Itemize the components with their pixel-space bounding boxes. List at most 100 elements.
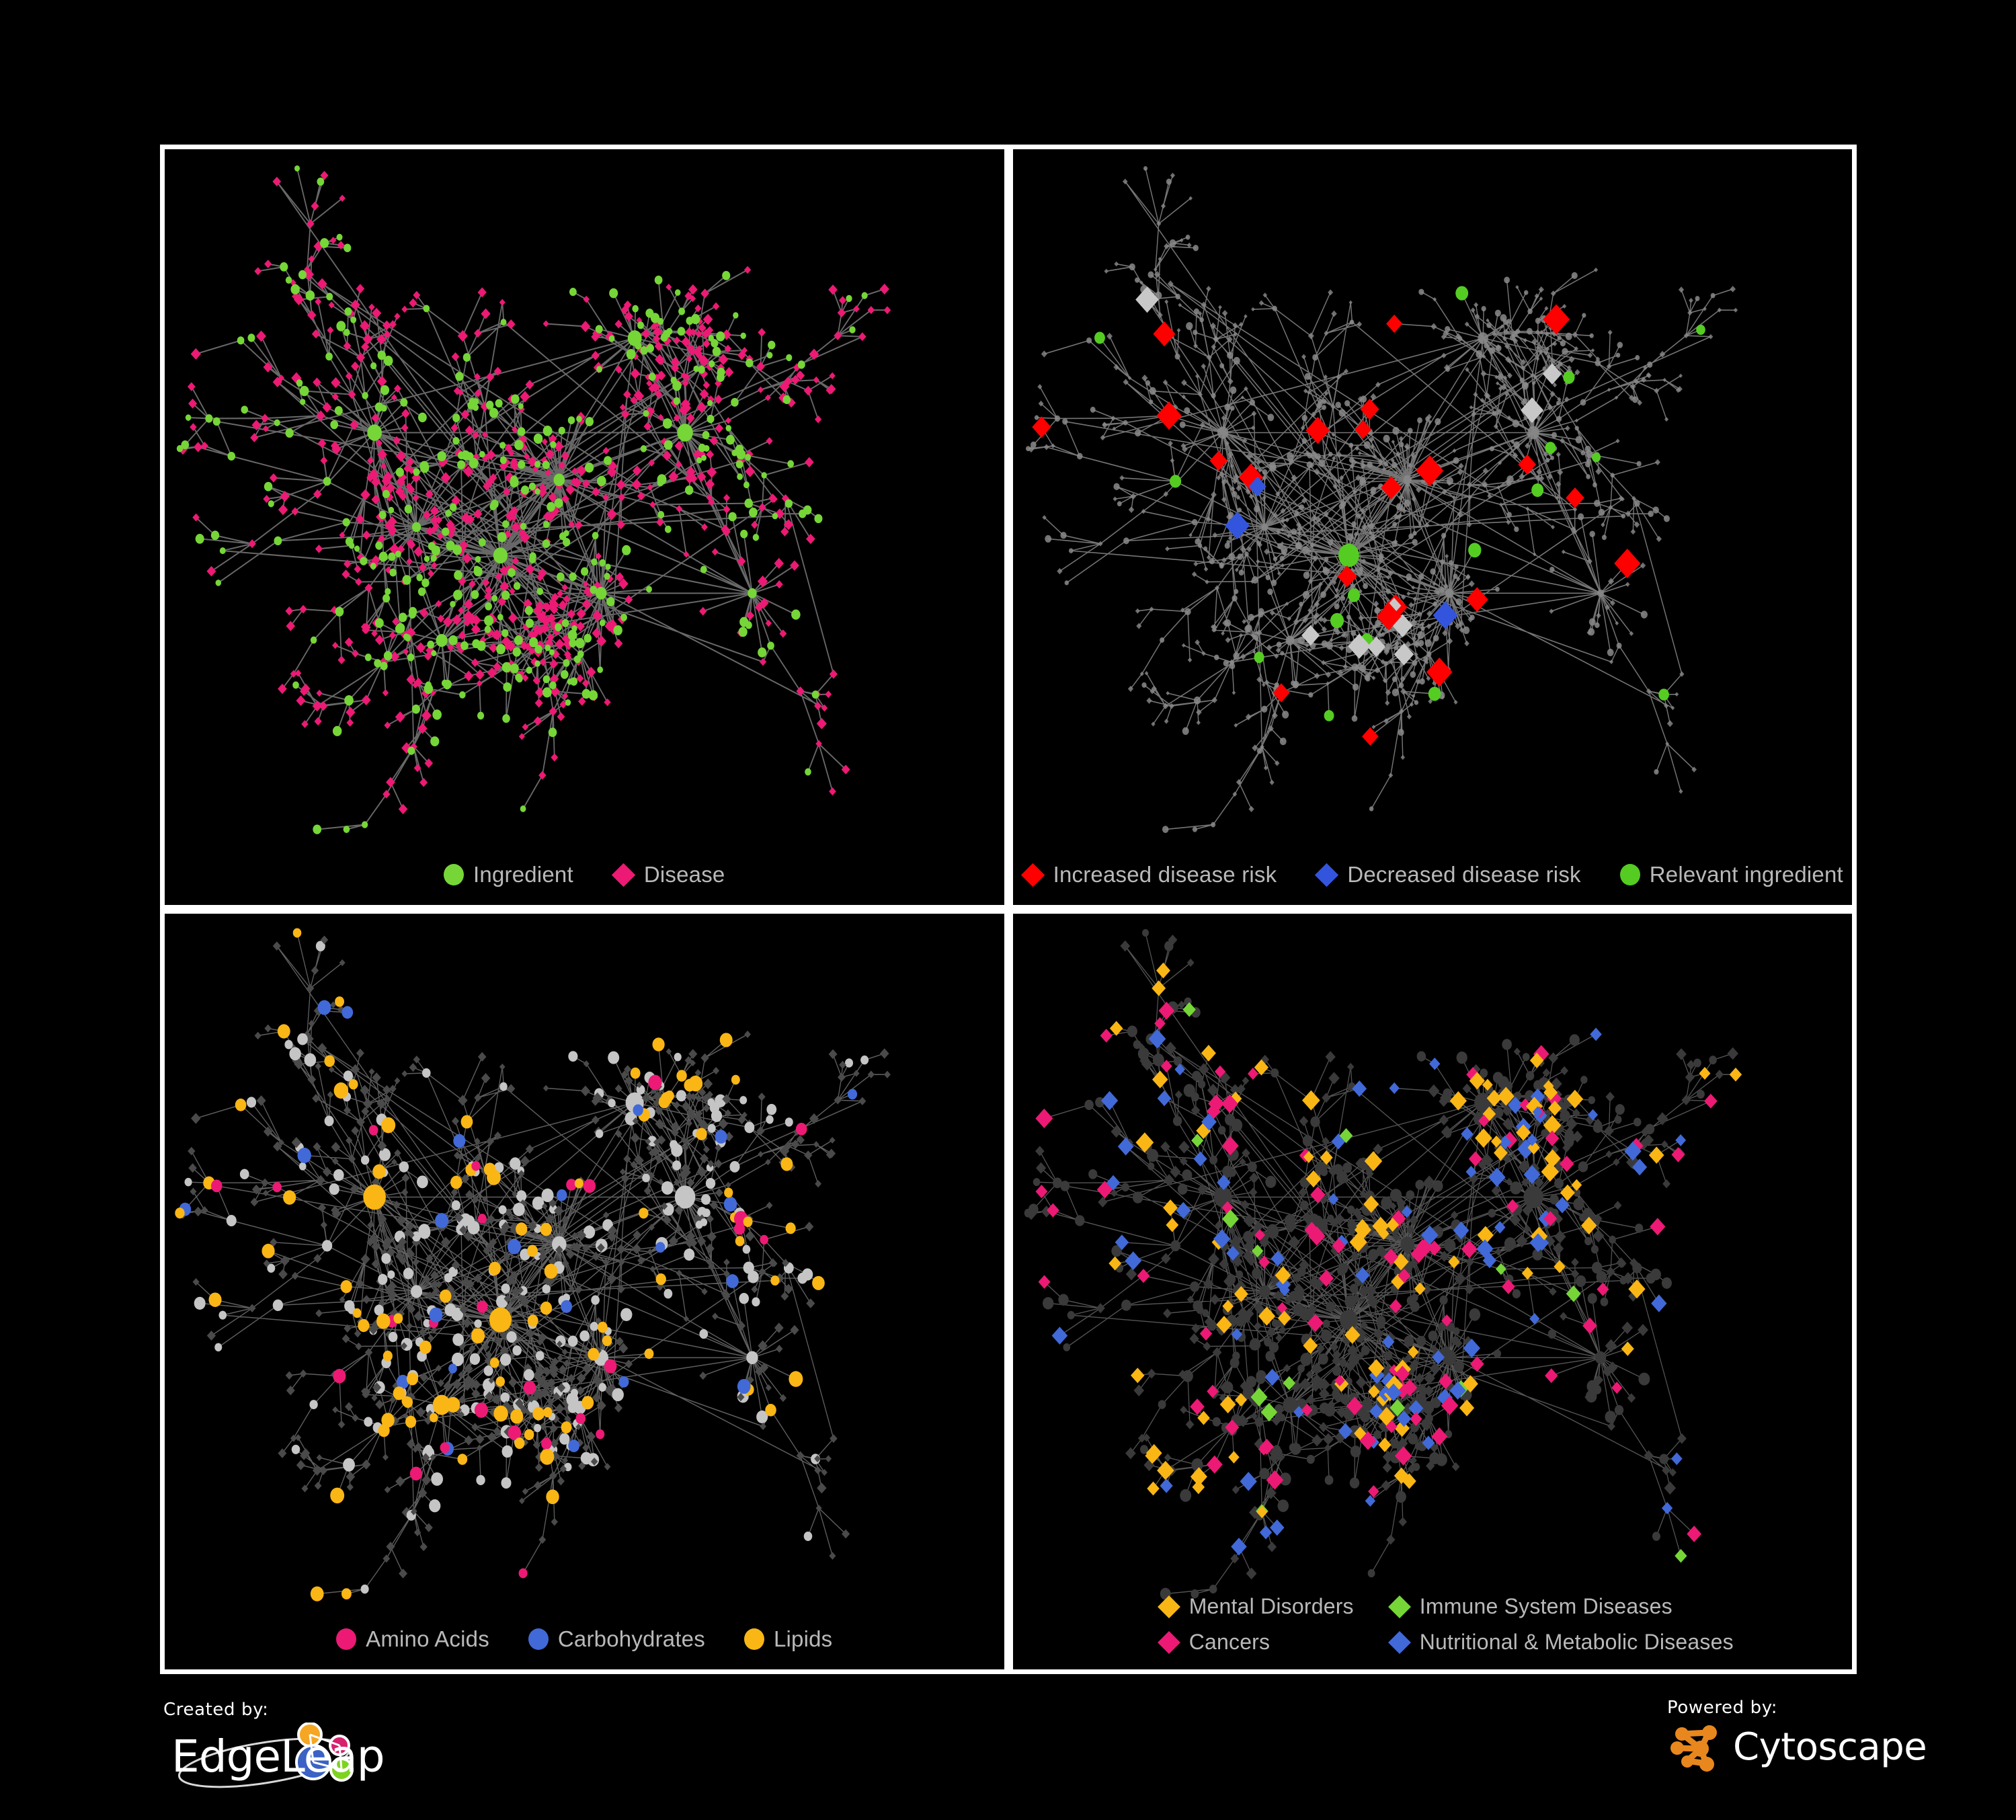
network-node: [509, 588, 516, 595]
network-node: [1248, 493, 1254, 500]
network-node: [742, 1244, 751, 1254]
network-node: [588, 690, 598, 701]
network-node: [1360, 516, 1364, 520]
network-node: [272, 176, 282, 187]
network-node: [624, 1076, 633, 1086]
network-node: [246, 1097, 257, 1108]
network-node: [706, 1258, 713, 1266]
network-node: [391, 394, 397, 401]
network-node: [583, 1060, 590, 1068]
network-node: [465, 425, 474, 436]
network-node: [1324, 1443, 1331, 1452]
network-node: [451, 352, 460, 362]
network-node: [1545, 346, 1549, 352]
network-node: [1179, 1405, 1187, 1414]
network-node: [1176, 327, 1180, 333]
network-node: [1367, 461, 1373, 468]
network-node: [1280, 526, 1285, 532]
network-node: [504, 444, 513, 453]
network-node: [1663, 515, 1670, 522]
network-node: [563, 659, 570, 667]
network-node: [766, 1115, 774, 1124]
network-node: [339, 531, 346, 539]
network-node: [657, 511, 665, 519]
network-node: [1269, 609, 1275, 616]
network-node: [1506, 1199, 1519, 1214]
network-node: [1094, 331, 1105, 344]
network-node: [756, 1410, 768, 1424]
network-node: [450, 1175, 462, 1189]
network-node: [355, 1342, 362, 1351]
powered-by-label: Powered by:: [1667, 1698, 1778, 1718]
network-node: [405, 1415, 417, 1428]
network-node: [804, 1150, 813, 1160]
network-node: [450, 600, 456, 608]
network-node: [1355, 1267, 1370, 1283]
network-node: [702, 1208, 711, 1218]
network-node: [1219, 1381, 1231, 1394]
network-node: [489, 473, 497, 483]
network-node: [1397, 512, 1403, 519]
network-node: [291, 1271, 299, 1280]
network-node: [315, 941, 325, 952]
network-node: [1609, 600, 1615, 606]
network-node: [553, 473, 565, 487]
network-node: [608, 1225, 618, 1236]
network-node: [1396, 1410, 1411, 1427]
network-node: [1301, 546, 1309, 554]
network-node: [1354, 567, 1359, 573]
network-node: [1406, 713, 1412, 719]
network-node: [534, 660, 540, 667]
network-node: [1405, 1225, 1414, 1235]
network-node: [540, 1222, 553, 1236]
network-node: [453, 590, 462, 600]
network-node: [457, 330, 468, 342]
network-node: [430, 1279, 439, 1290]
network-node: [1167, 440, 1173, 446]
network-node: [1553, 1260, 1566, 1273]
network-node: [307, 310, 317, 321]
network-node: [549, 434, 557, 444]
network-node: [1301, 617, 1308, 623]
network-node: [1359, 478, 1366, 486]
network-node: [1617, 342, 1623, 348]
network-node: [1225, 1246, 1240, 1261]
network-node: [575, 1413, 586, 1425]
panel-disease-class-network: Mental Disorders Immune System Diseases …: [1012, 914, 1852, 1669]
network-node: [879, 283, 889, 295]
network-node: [307, 1074, 317, 1084]
network-node: [1564, 396, 1570, 403]
network-node: [1133, 1384, 1144, 1396]
network-node: [1546, 1090, 1562, 1107]
network-node: [1229, 464, 1234, 469]
network-node: [702, 430, 710, 440]
created-by-label: Created by:: [163, 1700, 269, 1720]
network-node: [1439, 1295, 1448, 1305]
network-node: [561, 1421, 572, 1434]
network-node: [584, 463, 594, 473]
network-node: [1414, 700, 1418, 705]
network-node: [395, 486, 405, 498]
network-node: [464, 1435, 473, 1446]
network-node: [1409, 671, 1416, 678]
network-node: [1556, 451, 1561, 457]
network-node: [1352, 683, 1359, 691]
network-node: [698, 1119, 709, 1131]
network-node: [1152, 1053, 1164, 1067]
network-node: [1605, 1091, 1615, 1102]
network-node: [1148, 399, 1153, 405]
network-node: [520, 805, 526, 812]
network-node: [1715, 1070, 1724, 1080]
network-node: [760, 1362, 769, 1373]
network-node: [1439, 559, 1445, 565]
network-node: [1357, 569, 1363, 576]
network-node: [608, 1051, 620, 1064]
network-node: [805, 1222, 814, 1232]
network-node: [1457, 336, 1462, 342]
network-node: [1653, 768, 1659, 775]
network-node: [1219, 1071, 1230, 1084]
network-node: [1621, 1321, 1633, 1335]
network-node: [405, 482, 413, 491]
network-node: [813, 1141, 819, 1148]
network-node: [455, 372, 464, 381]
